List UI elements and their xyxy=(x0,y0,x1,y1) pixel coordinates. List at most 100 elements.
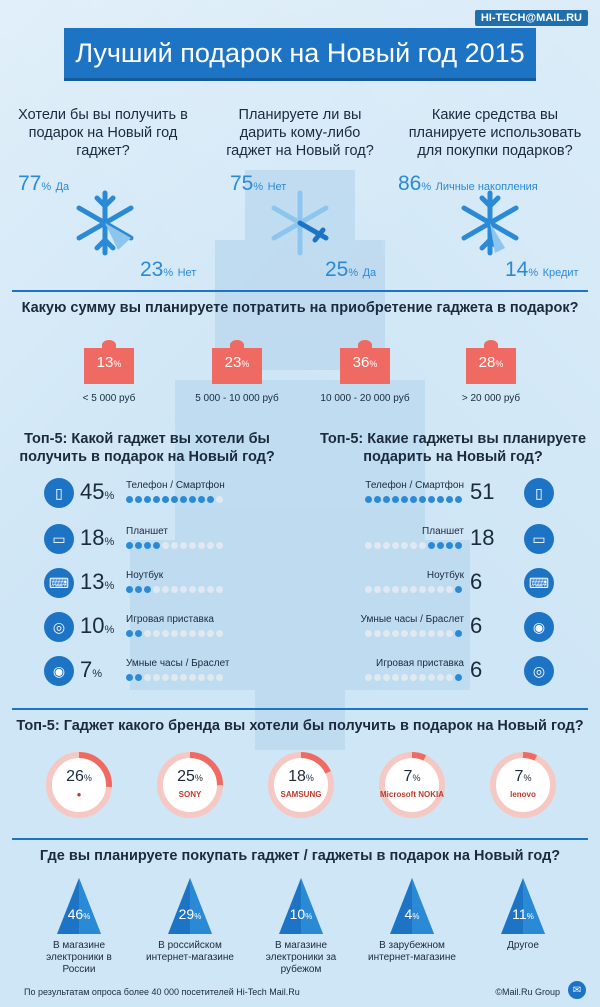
gift-1: 13% xyxy=(84,340,134,384)
row-value: 13% xyxy=(80,569,115,594)
q1-answer-b: 23% Нет xyxy=(140,258,197,281)
brand-ring: 7% lenovo xyxy=(488,750,558,820)
row-value: 18% xyxy=(80,525,115,550)
q2-a-label: Нет xyxy=(267,181,287,193)
row-value: 6 xyxy=(470,569,483,594)
shop-value: 4% xyxy=(404,906,420,922)
tree-icon: 10% xyxy=(271,876,331,936)
q2-b-label: Да xyxy=(362,267,377,279)
watch-icon: ◉ xyxy=(524,612,554,642)
q3-b-pct: 14 xyxy=(505,258,529,281)
snowflake-icon xyxy=(271,190,329,256)
budget-value-3: 36 xyxy=(352,354,370,371)
snowflake-icon xyxy=(76,190,134,256)
row-dots xyxy=(126,542,223,549)
row-value: 6 xyxy=(470,613,483,638)
brand-logo: SAMSUNG xyxy=(280,790,322,799)
tree-icon: 11% xyxy=(493,876,553,936)
smartphone-icon: ▯ xyxy=(44,478,74,508)
shop-label: В зарубежном интернет-магазине xyxy=(368,940,456,963)
row-dots xyxy=(126,674,223,681)
brand-value: 7% xyxy=(514,768,532,785)
apple-logo-icon: ● xyxy=(76,790,82,799)
shop-value: 11% xyxy=(512,906,534,922)
row-label: Ноутбук xyxy=(426,570,464,581)
shop-label: В магазине электроники в России xyxy=(46,940,112,975)
q1-answer-a: 77% Да xyxy=(18,172,70,195)
want-title: Топ-5: Какой гаджет вы хотели бы получит… xyxy=(19,431,275,465)
budget-label-2: 5 000 - 10 000 руб xyxy=(195,393,279,404)
budget-value-1: 13 xyxy=(96,354,114,371)
divider xyxy=(12,290,588,292)
q1-a-pct: 77 xyxy=(18,172,42,195)
question-1: Хотели бы вы получить в подарок на Новый… xyxy=(8,106,198,162)
question-1-text: Хотели бы вы получить в подарок на Новый… xyxy=(18,107,188,159)
row-label: Игровая приставка xyxy=(126,614,214,625)
watch-icon: ◉ xyxy=(44,656,74,686)
brands-title: Топ-5: Гаджет какого бренда вы хотели бы… xyxy=(16,718,584,734)
brand-value: 18% xyxy=(288,768,314,785)
gamepad-icon: ◎ xyxy=(44,612,74,642)
row-label: Телефон / Смартфон xyxy=(126,480,225,491)
shop-value: 10% xyxy=(289,906,313,922)
q2-answer-a: 75% Нет xyxy=(230,172,287,195)
shop-label: Другое xyxy=(507,940,539,951)
tablet-icon: ▭ xyxy=(44,524,74,554)
q3-b-label: Кредит xyxy=(542,267,579,279)
mail-icon[interactable]: ✉ xyxy=(568,981,586,999)
brand-ring: 26% ● xyxy=(44,750,114,820)
brand-logo: lenovo xyxy=(510,790,536,799)
shops-title: Где вы планируете покупать гаджет / гадж… xyxy=(39,848,561,864)
brand-logo: Microsoft NOKIA xyxy=(380,790,444,799)
row-label: Планшет xyxy=(422,526,464,537)
q2-b-pct: 25 xyxy=(325,258,349,281)
gamepad-icon: ◎ xyxy=(524,656,554,686)
row-label: Ноутбук xyxy=(126,570,164,581)
brand-value: 7% xyxy=(403,768,421,785)
row-value: 51 xyxy=(470,479,495,504)
shop-value: 46% xyxy=(67,906,91,922)
q1-b-pct: 23 xyxy=(140,258,164,281)
budget-label-3: 10 000 - 20 000 руб xyxy=(320,393,410,404)
shop-label: В российском интернет-магазине xyxy=(146,940,234,963)
tree-icon: 46% xyxy=(49,876,109,936)
row-value: 6 xyxy=(470,657,483,682)
q3-answer-a: 86% Личные накопления xyxy=(398,172,538,195)
q3-answer-b: 14% Кредит xyxy=(505,258,579,281)
row-dots xyxy=(365,674,462,681)
row-dots xyxy=(365,542,462,549)
divider xyxy=(12,708,588,710)
smartphone-icon: ▯ xyxy=(524,478,554,508)
q2-answer-b: 25% Да xyxy=(325,258,377,281)
budget-label-1: < 5 000 руб xyxy=(82,393,136,404)
gift-3: 36% xyxy=(340,340,390,384)
shop-label: В магазине электроники за рубежом xyxy=(265,940,337,975)
row-label: Игровая приставка xyxy=(376,658,464,669)
question-2: Планируете ли вы дарить кому-либо гаджет… xyxy=(205,106,395,162)
row-value: 10% xyxy=(80,613,115,638)
budget-question: Какую сумму вы планируете потратить на п… xyxy=(21,300,579,316)
q1-a-label: Да xyxy=(55,181,70,193)
budget-value-2: 23 xyxy=(224,354,242,371)
page-title: Лучший подарок на Новый год 2015 xyxy=(64,28,536,78)
question-2-text: Планируете ли вы дарить кому-либо гаджет… xyxy=(226,107,374,159)
laptop-icon: ⌨ xyxy=(524,568,554,598)
brand-value: 26% xyxy=(66,768,92,785)
gift-4: 28% xyxy=(466,340,516,384)
give-title: Топ-5: Какие гаджеты вы планируете подар… xyxy=(319,431,587,465)
divider xyxy=(12,838,588,840)
row-dots xyxy=(126,586,223,593)
tablet-icon: ▭ xyxy=(524,524,554,554)
row-dots xyxy=(365,496,462,503)
row-dots xyxy=(365,586,462,593)
shop-value: 29% xyxy=(178,906,202,922)
brand-ring: 18% SAMSUNG xyxy=(266,750,336,820)
budget-value-4: 28 xyxy=(478,354,496,371)
row-dots xyxy=(126,630,223,637)
brand-ring: 25% SONY xyxy=(155,750,225,820)
row-value: 7% xyxy=(80,657,103,682)
footer-copyright: ©Mail.Ru Group xyxy=(495,987,560,997)
row-value: 45% xyxy=(80,479,115,504)
row-label: Умные часы / Браслет xyxy=(360,614,464,625)
q2-a-pct: 75 xyxy=(230,172,254,195)
